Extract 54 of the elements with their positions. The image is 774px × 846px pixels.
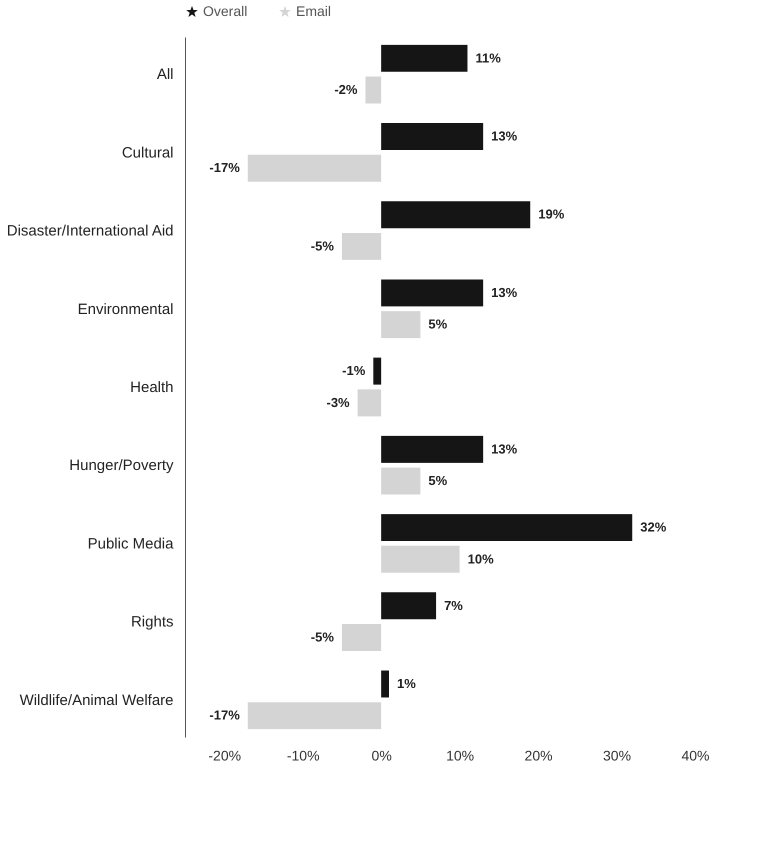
y-tick-label: Public Media (88, 535, 174, 552)
data-label: -5% (310, 629, 334, 644)
x-tick-label: 30% (603, 748, 632, 764)
data-label: 19% (538, 206, 565, 222)
y-tick-label: Disaster/International Aid (6, 222, 174, 240)
data-label: -3% (326, 394, 350, 410)
bar (381, 311, 420, 338)
bar (381, 279, 484, 306)
data-label: 1% (397, 676, 416, 691)
x-tick-label: 20% (524, 748, 553, 764)
bar (373, 358, 382, 385)
bar (381, 670, 389, 698)
y-tick-label: All (156, 66, 174, 84)
bar (381, 123, 484, 150)
bar (381, 201, 530, 228)
data-label: 10% (468, 551, 494, 566)
legend-label: Email (296, 3, 332, 19)
x-tick-label: -20% (208, 748, 242, 764)
x-tick-label: 0% (372, 748, 392, 764)
bar (342, 232, 382, 260)
data-label: -1% (342, 363, 366, 378)
legend-label: Overall (203, 3, 248, 19)
data-label: 13% (491, 128, 518, 144)
bar (381, 436, 484, 463)
bar (248, 154, 382, 182)
data-label: 13% (491, 284, 518, 300)
bar (381, 546, 460, 573)
data-label: 7% (444, 598, 464, 613)
bar (248, 702, 382, 730)
data-label: -2% (334, 82, 358, 98)
data-label: 5% (428, 473, 448, 488)
bar (342, 624, 382, 651)
data-label: -17% (209, 160, 240, 176)
x-tick-label: -10% (286, 748, 320, 764)
data-label: 32% (640, 520, 667, 535)
bar (381, 468, 420, 495)
data-label: 11% (475, 50, 502, 66)
data-label: -5% (310, 238, 334, 254)
x-tick-label: 40% (681, 748, 710, 764)
y-tick-label: Hunger/Poverty (69, 457, 174, 474)
bar (381, 44, 468, 72)
y-tick-label: Environmental (78, 300, 174, 318)
bar (381, 592, 436, 620)
data-label: 13% (491, 441, 518, 456)
y-tick-label: Cultural (122, 144, 174, 162)
bar (358, 389, 382, 416)
y-tick-label: Health (130, 379, 174, 396)
data-label: -17% (209, 708, 240, 723)
y-tick-label: Rights (130, 614, 174, 631)
bar (365, 76, 382, 104)
bar (381, 514, 632, 542)
x-tick-label: 10% (446, 748, 474, 764)
data-label: 5% (428, 316, 448, 332)
y-tick-label: Wildlife/Animal Welfare (20, 692, 174, 709)
